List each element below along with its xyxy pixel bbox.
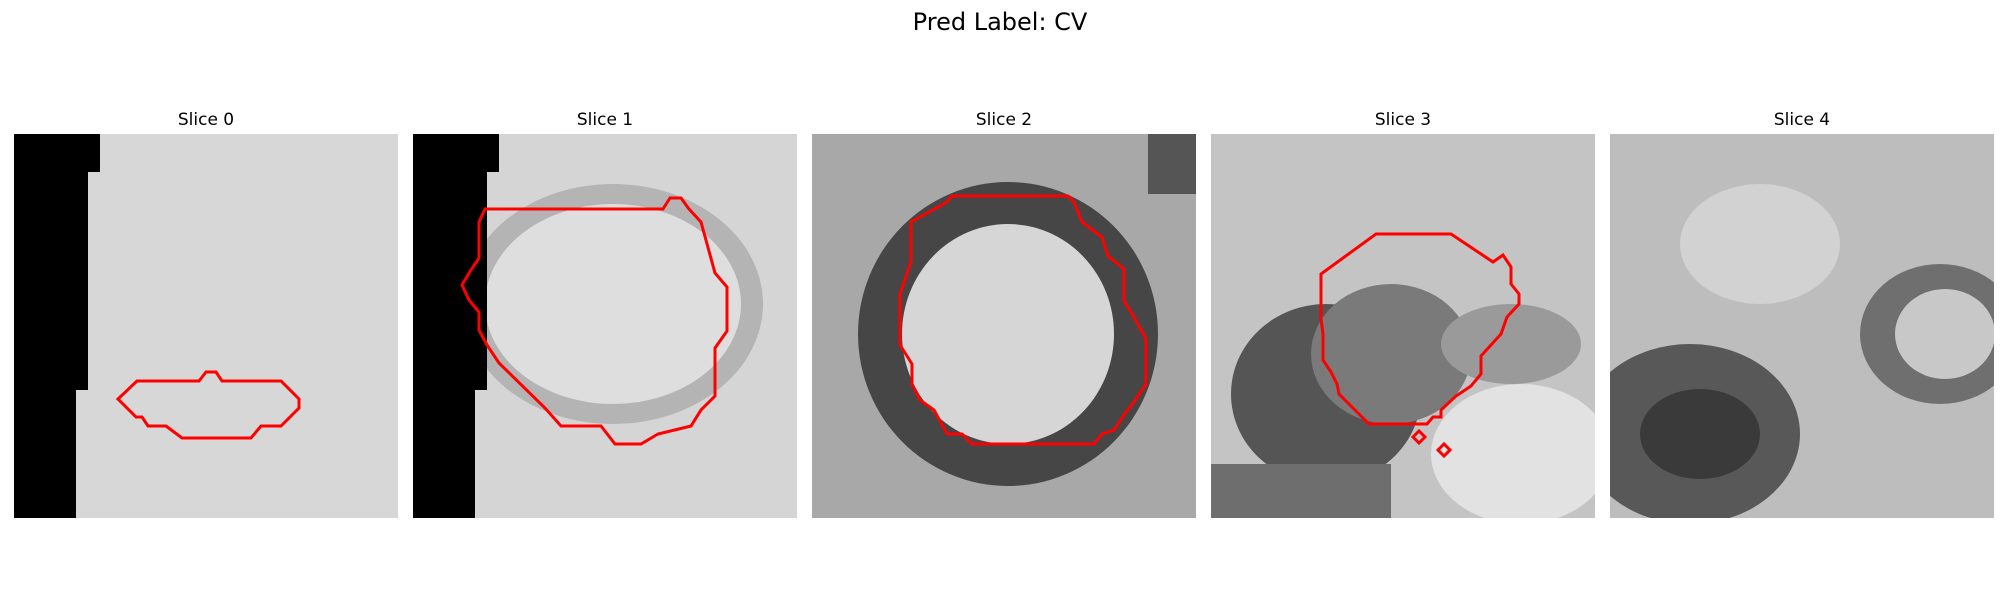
slice-image-3 <box>1211 134 1595 518</box>
slice-panel-0: Slice 0 <box>14 108 398 518</box>
slice-title: Slice 2 <box>975 110 1033 130</box>
slice-image-1 <box>413 134 797 518</box>
contour-fragment <box>1410 428 1428 446</box>
slice-title: Slice 0 <box>177 110 235 130</box>
contour-outline <box>115 370 301 440</box>
slice-title: Slice 3 <box>1374 110 1432 130</box>
slice-image-4 <box>1610 134 1994 518</box>
slice-image-0 <box>14 134 398 518</box>
slice-panel-1: Slice 1 <box>413 108 797 518</box>
contour-outline <box>898 194 1148 446</box>
slice-panel-3: Slice 3 <box>1211 108 1595 518</box>
slice-panel-2: Slice 2 <box>812 108 1196 518</box>
slice-image-2 <box>812 134 1196 518</box>
slice-panel-4: Slice 4 <box>1610 108 1994 518</box>
slice-title: Slice 1 <box>576 110 634 130</box>
contour-fragment <box>1435 441 1453 459</box>
contour-outline <box>460 196 729 446</box>
figure-title: Pred Label: CV <box>912 8 1088 36</box>
slice-title: Slice 4 <box>1773 110 1831 130</box>
contour-outline <box>1319 232 1521 426</box>
